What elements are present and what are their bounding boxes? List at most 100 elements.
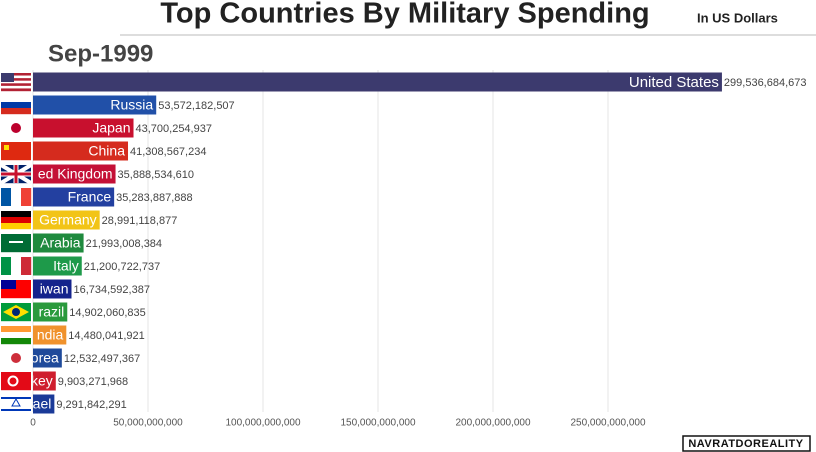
flag-part [1,73,14,82]
chart-subtitle: In US Dollars [697,10,778,25]
bar [33,187,115,207]
flag-part [1,223,31,230]
flag-part [11,123,21,133]
flag-part [1,280,16,289]
value-label: 43,700,254,937 [136,123,212,135]
bar-label: razil [39,304,65,320]
flag [1,119,31,138]
x-tick-label: 200,000,000,000 [455,418,531,429]
flag [1,96,31,115]
flag-part [12,308,20,316]
bar [33,256,82,276]
bar [33,141,129,161]
value-label: 53,572,182,507 [158,100,234,112]
bar-label: orea [31,350,59,366]
flag-part [7,375,19,387]
value-label: 21,200,722,737 [84,261,160,273]
flag [1,326,31,345]
bar [33,210,100,230]
flag-part [1,395,31,414]
flag-part [1,165,31,183]
value-label: 35,888,534,610 [118,169,194,181]
flag-part [11,257,22,275]
x-tick-label: 100,000,000,000 [225,418,301,429]
value-label: 16,734,592,387 [73,284,149,296]
value-label: 12,532,497,367 [64,353,140,365]
flag-part [1,332,31,339]
flag [1,303,31,322]
flag-part [1,88,31,92]
bar-label: Japan [92,120,130,136]
flag-part [21,257,32,275]
value-label: 35,283,887,888 [116,192,192,204]
x-tick-label: 150,000,000,000 [340,418,416,429]
flag-part [1,96,31,103]
flag [1,257,32,275]
flag [1,349,31,368]
bar-label: ndia [37,327,64,343]
bar-label: iwan [40,281,69,297]
flag [1,73,31,92]
flag-part [1,102,31,109]
flag [1,280,31,299]
flag-part [1,188,12,206]
flag [1,142,31,161]
value-label: 28,991,118,877 [102,215,178,227]
bar [33,279,72,299]
flag-part [1,211,31,218]
flag-part [1,75,31,79]
flag [1,211,31,230]
flag-part [1,83,31,87]
bar-label: Germany [39,212,97,228]
chart-title: Top Countries By Military Spending [160,0,649,30]
bar-label: ael [33,396,52,412]
flag-part [1,78,31,81]
watermark-box [682,435,811,452]
date-label: Sep-1999 [48,40,153,67]
bar [33,95,157,115]
flag-part [1,85,31,89]
flag-part [1,73,31,76]
bar [33,371,56,391]
bar [33,302,68,322]
flag [1,395,31,414]
value-label: 299,536,684,673 [724,77,807,89]
value-label: 14,480,041,921 [68,330,144,342]
value-label: 9,291,842,291 [56,399,126,411]
flag-part [1,142,31,161]
flag [1,372,31,391]
flag-part [1,326,31,333]
flag-part [9,241,23,243]
bar [33,72,722,92]
bar-label: Russia [110,97,153,113]
flag [1,234,31,253]
value-label: 14,902,060,835 [69,307,145,319]
flag [1,188,32,206]
bar-label: key [31,373,53,389]
flag-part [1,80,31,84]
bar [33,164,116,184]
flag-part [1,234,31,253]
bar [33,118,134,138]
x-tick-label: 50,000,000,000 [113,418,183,429]
flag-part [21,188,32,206]
flag-part [1,217,31,224]
x-tick-label: 250,000,000,000 [570,418,646,429]
flag-part [1,108,31,115]
bar [33,348,62,368]
flag [0,163,33,185]
flag-part [1,257,12,275]
x-tick-label: 0 [30,418,36,429]
flag-part [1,409,31,411]
bar [33,325,67,345]
flag-part [1,372,31,391]
bar-label: China [88,143,125,159]
bar [33,394,55,414]
bar-label: United States [629,74,719,91]
bar-label: Italy [53,258,79,274]
bar-label: France [68,189,112,205]
flag-part [4,145,9,150]
bar-label: Arabia [40,235,81,251]
flag-part [11,397,21,407]
